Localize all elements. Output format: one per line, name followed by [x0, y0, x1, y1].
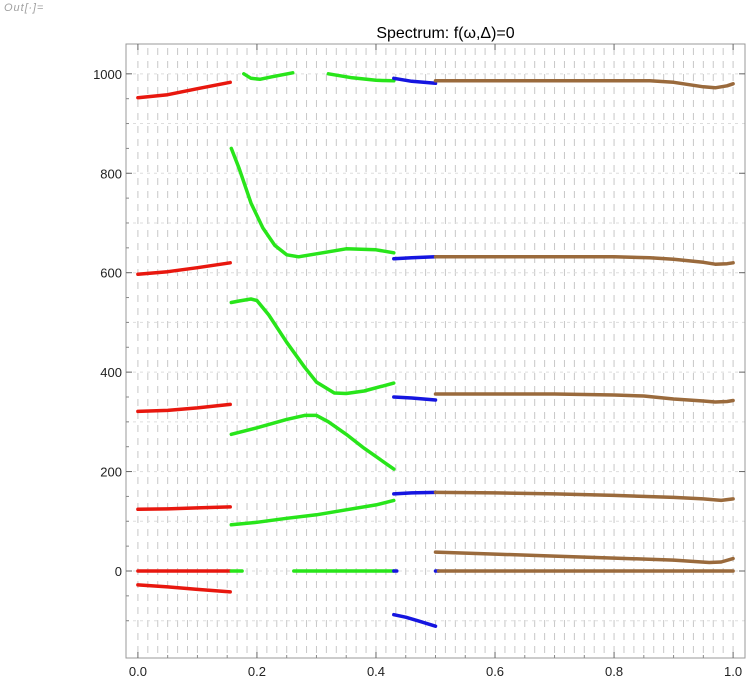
series-line-brown	[433, 490, 735, 503]
series-line-green	[242, 71, 295, 82]
x-tick-label: 1.0	[724, 664, 742, 679]
series-line-red	[136, 402, 232, 414]
series-line-red	[136, 505, 232, 512]
series-line-green	[229, 146, 396, 259]
series-line-green	[229, 498, 396, 527]
series-line-green	[229, 297, 396, 396]
x-tick-label: 0.8	[605, 664, 623, 679]
x-tick-label: 0.6	[486, 664, 504, 679]
y-tick-label: 0	[115, 564, 122, 579]
output-cell-label: Out[∙]=	[4, 2, 45, 14]
y-tick-label: 800	[100, 166, 122, 181]
chart-title: Spectrum: f(ω,Δ)=0	[376, 25, 514, 42]
series-line-brown	[433, 255, 735, 266]
x-tick-label: 0.4	[367, 664, 385, 679]
series-line-blue	[392, 255, 438, 261]
series-line-green	[229, 413, 396, 471]
x-tick-label: 0.0	[129, 664, 147, 679]
y-tick-label: 200	[100, 465, 122, 480]
series-group	[136, 71, 735, 628]
series-line-brown	[433, 79, 735, 90]
y-tick-label: 400	[100, 365, 122, 380]
x-tick-label: 0.2	[248, 664, 266, 679]
series-line-green	[326, 72, 396, 83]
series-line-blue	[392, 490, 438, 496]
series-line-blue	[392, 395, 438, 402]
series-line-red	[136, 583, 232, 594]
series-line-red	[136, 80, 232, 100]
axis-ticks: 0.0 0.2 0.4 0.6 0.8 1.0 0 200 400 600 800 1000	[93, 44, 745, 679]
y-tick-label: 1000	[93, 67, 122, 82]
y-tick-label: 600	[100, 266, 122, 281]
plot-grid	[126, 48, 745, 654]
series-line-red	[136, 261, 232, 276]
series-line-brown	[433, 550, 735, 565]
series-line-brown	[433, 392, 735, 404]
series-line-blue	[392, 76, 438, 86]
series-line-blue	[392, 612, 438, 628]
